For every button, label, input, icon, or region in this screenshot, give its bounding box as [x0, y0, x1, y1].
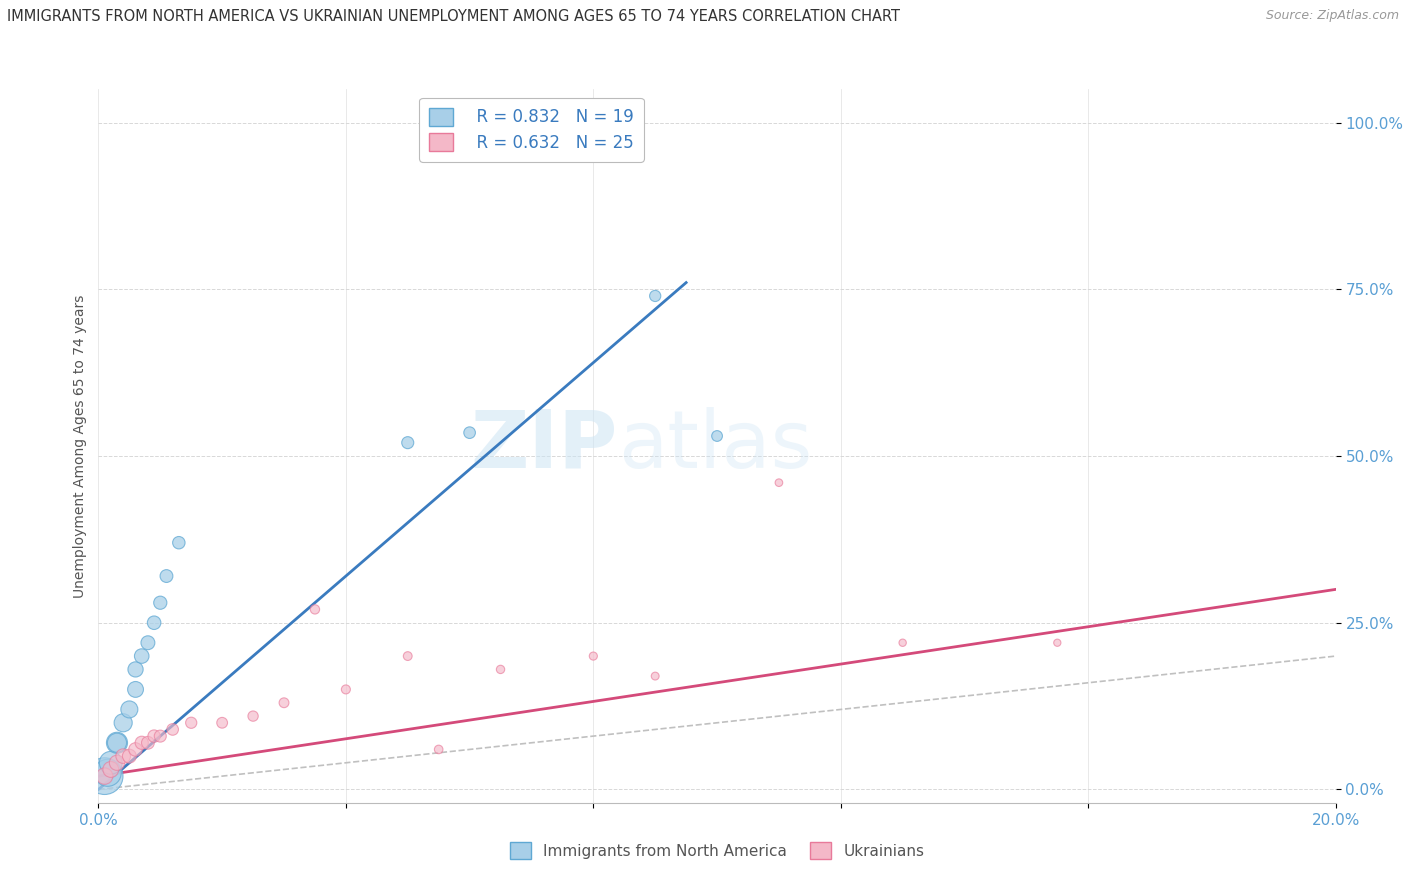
Point	[211, 715, 233, 730]
Point	[396, 435, 419, 450]
Point	[162, 723, 184, 737]
Legend: Immigrants from North America, Ukrainians: Immigrants from North America, Ukrainian…	[502, 835, 932, 866]
Point	[180, 715, 202, 730]
Point	[149, 596, 172, 610]
Point	[489, 662, 512, 676]
Point	[1046, 636, 1069, 650]
Text: IMMIGRANTS FROM NORTH AMERICA VS UKRAINIAN UNEMPLOYMENT AMONG AGES 65 TO 74 YEAR: IMMIGRANTS FROM NORTH AMERICA VS UKRAINI…	[7, 9, 900, 24]
Point	[93, 769, 115, 783]
Point	[131, 649, 153, 664]
Point	[100, 763, 122, 777]
Point	[149, 729, 172, 743]
Point	[706, 429, 728, 443]
Point	[105, 736, 128, 750]
Point	[458, 425, 481, 440]
Point	[105, 736, 128, 750]
Text: ZIP: ZIP	[471, 407, 619, 485]
Point	[124, 682, 146, 697]
Point	[124, 742, 146, 756]
Point	[112, 749, 135, 764]
Point	[644, 669, 666, 683]
Point	[118, 749, 141, 764]
Point	[891, 636, 914, 650]
Point	[396, 649, 419, 664]
Point	[167, 535, 190, 549]
Point	[118, 702, 141, 716]
Point	[136, 736, 159, 750]
Point	[427, 742, 450, 756]
Point	[644, 289, 666, 303]
Point	[93, 769, 115, 783]
Point	[131, 736, 153, 750]
Point	[136, 636, 159, 650]
Y-axis label: Unemployment Among Ages 65 to 74 years: Unemployment Among Ages 65 to 74 years	[73, 294, 87, 598]
Text: atlas: atlas	[619, 407, 813, 485]
Point	[768, 475, 790, 490]
Point	[105, 756, 128, 770]
Point	[304, 602, 326, 616]
Point	[155, 569, 177, 583]
Point	[335, 682, 357, 697]
Point	[143, 615, 166, 630]
Point	[582, 649, 605, 664]
Text: Source: ZipAtlas.com: Source: ZipAtlas.com	[1265, 9, 1399, 22]
Point	[143, 729, 166, 743]
Point	[100, 756, 122, 770]
Point	[124, 662, 146, 676]
Point	[273, 696, 295, 710]
Point	[97, 765, 120, 780]
Point	[112, 715, 135, 730]
Point	[242, 709, 264, 723]
